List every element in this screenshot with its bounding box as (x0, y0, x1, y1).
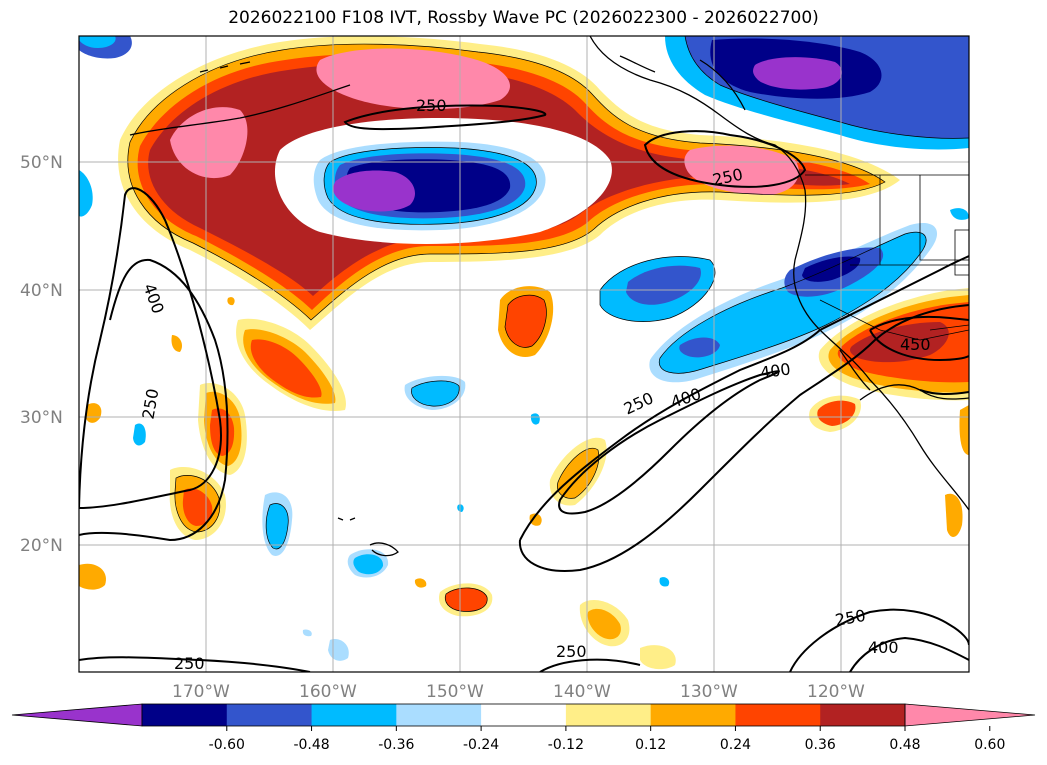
positive-anomaly-scattered (79, 286, 969, 670)
longitude-labels: 170°W 160°W 150°W 140°W 130°W 120°W (172, 682, 865, 702)
contour-label: 400 (759, 359, 792, 382)
colorbar-segment (481, 704, 567, 726)
colorbar-segment (311, 704, 397, 726)
colorbar-segment (565, 704, 652, 726)
colorbar-tick-label: -0.60 (209, 737, 245, 753)
lon-label-150w: 150°W (426, 682, 484, 702)
colorbar-segment (226, 704, 313, 726)
colorbar-tick-label: -0.36 (378, 737, 414, 753)
lat-label-20n: 20°N (20, 536, 63, 556)
colorbar-tick-label: 0.24 (720, 737, 751, 753)
colorbar-segment (396, 704, 482, 726)
map-frame (78, 35, 970, 673)
colorbar-tick-label: -0.48 (293, 737, 329, 753)
colorbar-tick-label: -0.12 (548, 737, 584, 753)
colorbar-tick-label: -0.24 (463, 737, 499, 753)
lat-label-30n: 30°N (20, 408, 63, 428)
negative-anomaly-central (313, 141, 546, 231)
coastlines (129, 36, 969, 557)
colorbar-tick-label: 0.48 (889, 737, 920, 753)
contour-label: 250 (556, 642, 587, 661)
colorbar-segment (142, 704, 228, 726)
colorbar-tick-label: 0.60 (974, 737, 1005, 753)
lon-label-130w: 130°W (680, 682, 738, 702)
contour-label: 400 (868, 638, 899, 657)
negative-anomaly-northeast (79, 36, 969, 217)
colorbar: -0.60 -0.48 -0.36 -0.24 -0.12 0.12 0.24 0.36 0.4… (11, 703, 1036, 753)
lon-label-140w: 140°W (553, 682, 611, 702)
contour-label: 250 (416, 96, 447, 115)
colorbar-outline (141, 703, 906, 727)
colorbar-segment (735, 704, 821, 726)
lon-label-160w: 160°W (299, 682, 357, 702)
latitude-labels: 50°N 40°N 30°N 20°N (20, 153, 63, 556)
colorbar-extension-high (904, 703, 1036, 727)
lat-label-40n: 40°N (20, 281, 63, 301)
lon-label-170w: 170°W (172, 682, 230, 702)
lat-label-50n: 50°N (20, 153, 63, 173)
colorbar-segment (820, 704, 906, 726)
colorbar-segment (650, 704, 736, 726)
map-panel: 250 400 250 250 400 400 250 450 250 250 … (79, 36, 969, 673)
map-title: 2026022100 F108 IVT, Rossby Wave PC (202… (228, 8, 819, 28)
lon-label-120w: 120°W (807, 682, 865, 702)
contour-label: 250 (174, 654, 205, 673)
colorbar-tick-label: 0.36 (805, 737, 836, 753)
colorbar-tick-label: 0.12 (635, 737, 666, 753)
contour-label: 450 (900, 335, 931, 354)
ivt-contours (79, 104, 969, 672)
negative-anomaly-california-band (600, 222, 938, 383)
colorbar-extension-low (11, 703, 143, 727)
